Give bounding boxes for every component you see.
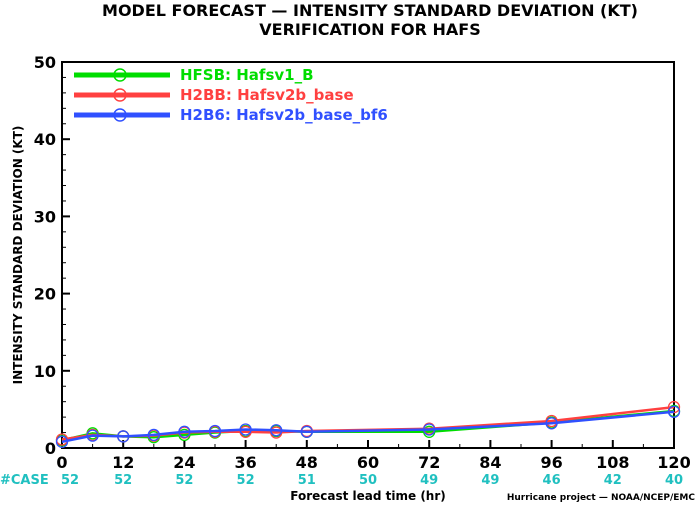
y-axis-label: INTENSITY STANDARD DEVIATION (KT)	[11, 126, 25, 385]
data-point	[86, 429, 99, 442]
case-count: 52	[175, 473, 193, 488]
case-count: 50	[359, 473, 377, 488]
case-count: 51	[298, 473, 316, 488]
x-tick-label: 12	[112, 453, 134, 472]
case-count: 52	[61, 473, 79, 488]
y-tick-label: 50	[34, 53, 56, 72]
y-axis: 0 10 20 30 40 50	[34, 53, 70, 458]
data-point	[208, 424, 222, 438]
legend-label: H2B6: Hafsv2b_base_bf6	[180, 106, 388, 124]
legend-marker	[113, 108, 127, 122]
chart-title: MODEL FORECAST — INTENSITY STANDARD DEVI…	[102, 1, 638, 20]
y-tick-label: 0	[45, 439, 56, 458]
data-point	[117, 430, 130, 443]
legend-label: HFSB: Hafsv1_B	[180, 66, 314, 84]
series-3	[55, 405, 681, 448]
case-count: 52	[237, 473, 255, 488]
case-count: 52	[114, 473, 132, 488]
x-tick-label: 24	[173, 453, 195, 472]
legend-item: HFSB: Hafsv1_B	[74, 66, 314, 84]
case-count: 49	[420, 473, 438, 488]
x-axis: 0 12 24 36 48 60 72 84 96 108 120	[56, 440, 691, 472]
y-tick-label: 30	[34, 207, 56, 226]
data-point	[239, 423, 252, 436]
credit-text: Hurricane project — NOAA/NCEP/EMC	[507, 493, 696, 503]
legend-marker	[113, 88, 127, 102]
case-count: 42	[604, 473, 622, 488]
chart-subtitle: VERIFICATION FOR HAFS	[259, 20, 480, 39]
legend-label: H2BB: Hafsv2b_base	[180, 86, 354, 104]
y-tick-label: 40	[34, 130, 56, 149]
series-layer	[55, 400, 681, 448]
case-count: 40	[665, 473, 683, 488]
x-tick-label: 96	[540, 453, 562, 472]
x-axis-label: Forecast lead time (hr)	[290, 489, 446, 503]
x-tick-label: 36	[234, 453, 256, 472]
data-point	[545, 417, 558, 430]
y-tick-label: 10	[34, 362, 56, 381]
x-tick-label: 0	[56, 453, 67, 472]
legend-item: H2B6: Hafsv2b_base_bf6	[74, 106, 388, 124]
data-point	[667, 405, 681, 418]
data-point	[178, 425, 191, 438]
case-label: #CASE	[0, 473, 49, 488]
x-tick-label: 108	[596, 453, 629, 472]
case-count: 49	[481, 473, 499, 488]
y-tick-label: 20	[34, 285, 56, 304]
data-point	[300, 425, 313, 438]
x-tick-label: 84	[479, 453, 501, 472]
data-point	[147, 428, 160, 442]
x-tick-label: 48	[296, 453, 318, 472]
x-tick-label: 60	[357, 453, 379, 472]
case-counts: 52 52 52 52 51 50 49 49 46 42 40	[61, 473, 683, 488]
x-tick-label: 72	[418, 453, 440, 472]
legend-item: H2BB: Hafsv2b_base	[74, 86, 354, 104]
data-point	[270, 424, 283, 437]
legend: HFSB: Hafsv1_B H2BB: Hafsv2b_base H2B6: Ha…	[74, 66, 388, 124]
case-count: 46	[543, 473, 561, 488]
data-point	[423, 423, 436, 436]
data-point	[55, 435, 69, 448]
x-tick-label: 120	[657, 453, 690, 472]
legend-marker	[113, 68, 127, 82]
